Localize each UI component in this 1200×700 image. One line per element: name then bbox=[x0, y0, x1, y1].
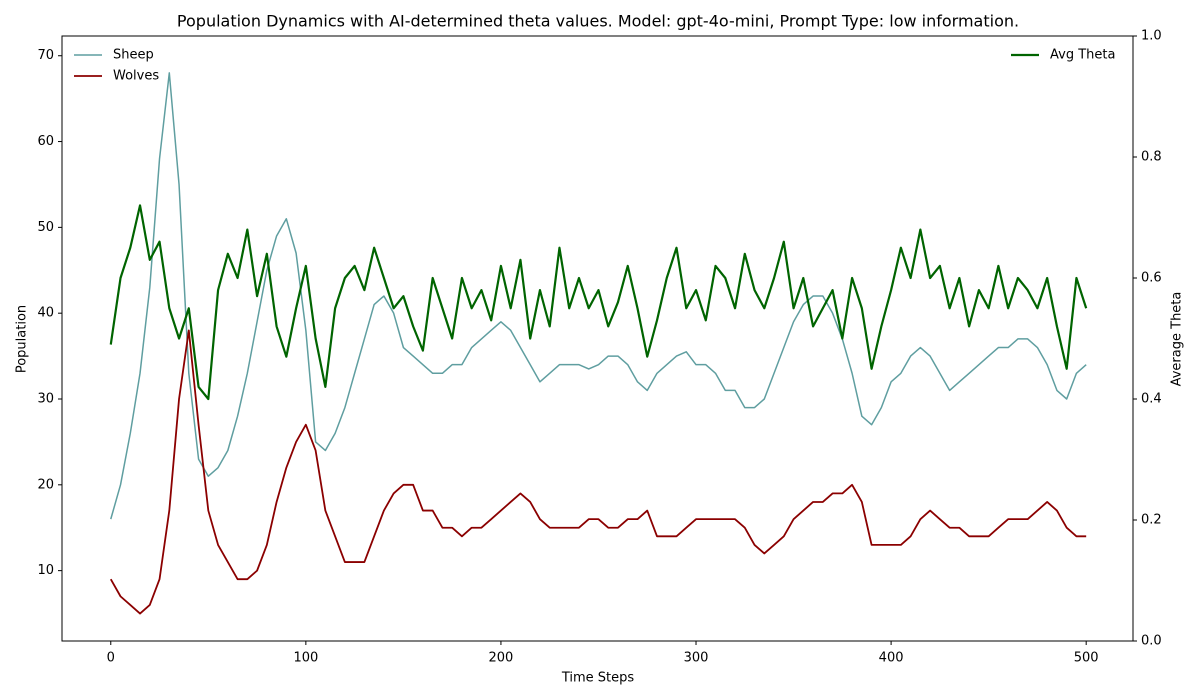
y2-axis-label: Average Theta bbox=[1170, 292, 1185, 387]
x-tick-label: 400 bbox=[879, 651, 904, 666]
y2-tick-label: 0.4 bbox=[1141, 392, 1162, 407]
y2-tick-label: 0.0 bbox=[1141, 634, 1162, 649]
x-tick-label: 500 bbox=[1074, 651, 1099, 666]
y-tick-label: 30 bbox=[37, 392, 54, 407]
legend-label: Wolves bbox=[113, 69, 159, 84]
series-line bbox=[109, 204, 1088, 401]
y-tick-label: 20 bbox=[37, 477, 54, 492]
y2-tick-label: 0.6 bbox=[1141, 271, 1162, 286]
x-tick-label: 200 bbox=[489, 651, 514, 666]
y-tick-label: 10 bbox=[37, 563, 54, 578]
plot-frame bbox=[61, 35, 1134, 642]
y-axis-label: Population bbox=[15, 305, 30, 373]
y2-tick-label: 0.2 bbox=[1141, 513, 1162, 528]
x-tick-label: 100 bbox=[293, 651, 318, 666]
x-tick-label: 300 bbox=[684, 651, 709, 666]
y-tick-label: 70 bbox=[37, 48, 54, 63]
legend-label: Sheep bbox=[113, 48, 154, 63]
chart-title: Population Dynamics with AI-determined t… bbox=[177, 12, 1019, 31]
legend-label: Avg Theta bbox=[1050, 48, 1115, 63]
series-line bbox=[110, 72, 1087, 520]
x-tick-label: 0 bbox=[107, 651, 115, 666]
y-tick-label: 60 bbox=[37, 134, 54, 149]
y-tick-label: 50 bbox=[37, 220, 54, 235]
y-tick-label: 40 bbox=[37, 306, 54, 321]
x-axis-label: Time Steps bbox=[561, 671, 635, 686]
y2-tick-label: 1.0 bbox=[1141, 29, 1162, 44]
series-line bbox=[109, 329, 1087, 615]
y2-tick-label: 0.8 bbox=[1141, 150, 1162, 165]
